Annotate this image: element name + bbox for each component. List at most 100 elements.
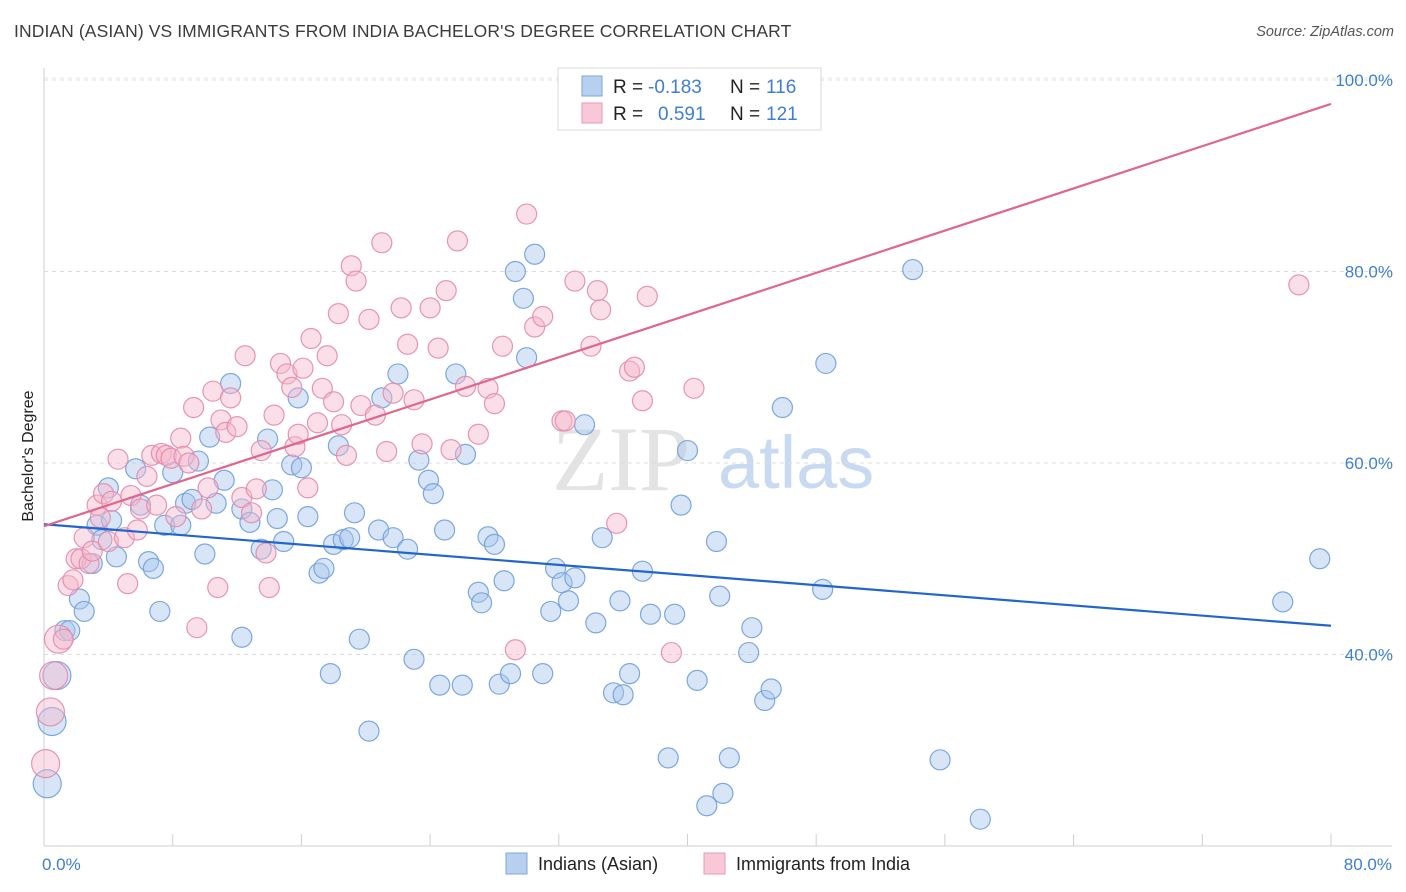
data-point — [705, 530, 728, 553]
data-point — [117, 573, 139, 595]
data-point — [35, 697, 66, 727]
data-point — [78, 552, 100, 575]
data-point — [657, 747, 679, 769]
data-point — [343, 502, 366, 524]
data-point — [178, 452, 200, 474]
data-point — [670, 494, 692, 516]
data-point — [292, 357, 314, 379]
data-point — [660, 641, 683, 664]
data-point — [31, 749, 61, 779]
data-point — [287, 387, 309, 409]
data-point — [97, 530, 119, 553]
data-point — [683, 377, 705, 399]
data-point — [269, 352, 292, 375]
data-point — [215, 421, 237, 443]
data-point — [197, 477, 219, 499]
data-point — [387, 363, 409, 385]
data-point — [1309, 548, 1331, 570]
data-point — [902, 258, 924, 281]
data-point — [297, 477, 319, 499]
data-point — [532, 663, 554, 685]
data-point — [524, 316, 546, 338]
data-point — [261, 479, 284, 501]
trend-line-indians-asian — [43, 523, 1332, 627]
data-point — [564, 567, 586, 589]
data-point — [125, 458, 147, 480]
data-point — [435, 280, 457, 302]
data-point — [815, 352, 837, 375]
data-point — [220, 372, 242, 395]
data-point — [92, 483, 115, 505]
data-point — [540, 600, 562, 623]
legend-r-value-1: -0.183 — [648, 77, 702, 98]
data-point — [319, 663, 341, 685]
data-point — [606, 512, 628, 534]
data-point — [557, 590, 580, 612]
data-point — [281, 376, 303, 398]
data-point — [446, 230, 469, 252]
y-axis-title: Bachelor's Degree — [20, 390, 37, 521]
data-point — [136, 465, 158, 488]
data-point — [316, 345, 338, 367]
data-point — [322, 391, 345, 413]
data-point — [419, 297, 441, 319]
data-point — [709, 585, 731, 607]
data-point — [297, 506, 319, 528]
data-point — [245, 478, 267, 500]
bottom-legend-label-blue: Indians (Asian) — [538, 854, 658, 874]
data-point — [81, 540, 103, 562]
data-point — [573, 414, 596, 436]
y-tick-label: 60.0% — [1345, 454, 1393, 473]
data-point — [754, 689, 776, 712]
data-point — [516, 203, 538, 225]
data-point — [411, 433, 433, 455]
legend-swatch-blue — [581, 75, 603, 97]
chart-title: INDIAN (ASIAN) VS IMMIGRANTS FROM INDIA … — [14, 21, 792, 41]
data-point — [186, 617, 208, 639]
data-point — [149, 600, 171, 623]
data-point — [43, 624, 74, 654]
data-point — [585, 612, 607, 634]
data-point — [371, 232, 393, 254]
data-point — [532, 305, 554, 328]
data-point — [142, 557, 164, 579]
legend-n-value-1: 116 — [766, 77, 796, 98]
data-point — [210, 409, 232, 431]
data-point — [202, 380, 224, 402]
data-point — [741, 617, 763, 639]
data-point — [322, 533, 345, 555]
data-point — [146, 494, 168, 516]
data-point — [483, 393, 506, 415]
data-point — [491, 335, 514, 357]
data-point — [512, 287, 535, 309]
data-point — [257, 428, 279, 450]
data-point — [686, 669, 708, 691]
data-point — [37, 706, 67, 737]
data-point — [1288, 274, 1310, 296]
data-point — [154, 514, 176, 536]
data-point — [390, 297, 412, 319]
axes — [43, 68, 1392, 847]
trend-line-immigrants-from-india — [43, 102, 1332, 528]
data-point — [1272, 591, 1294, 613]
data-point — [300, 327, 322, 350]
data-point — [382, 382, 404, 404]
data-point — [290, 457, 312, 479]
data-point — [504, 260, 526, 283]
data-point — [467, 423, 489, 445]
data-point — [433, 519, 456, 541]
data-point — [812, 578, 834, 600]
data-point — [396, 333, 419, 355]
y-tick-label: 100.0% — [1335, 71, 1393, 90]
data-point — [929, 749, 951, 771]
data-point — [636, 285, 658, 307]
data-point — [345, 270, 367, 292]
data-point — [969, 808, 991, 830]
data-point — [417, 469, 440, 491]
data-point — [129, 498, 152, 520]
data-point — [524, 243, 546, 265]
data-point — [276, 363, 298, 385]
x-tick-label-max: 80.0% — [1344, 855, 1392, 874]
data-point — [590, 299, 612, 321]
data-point — [73, 600, 95, 623]
